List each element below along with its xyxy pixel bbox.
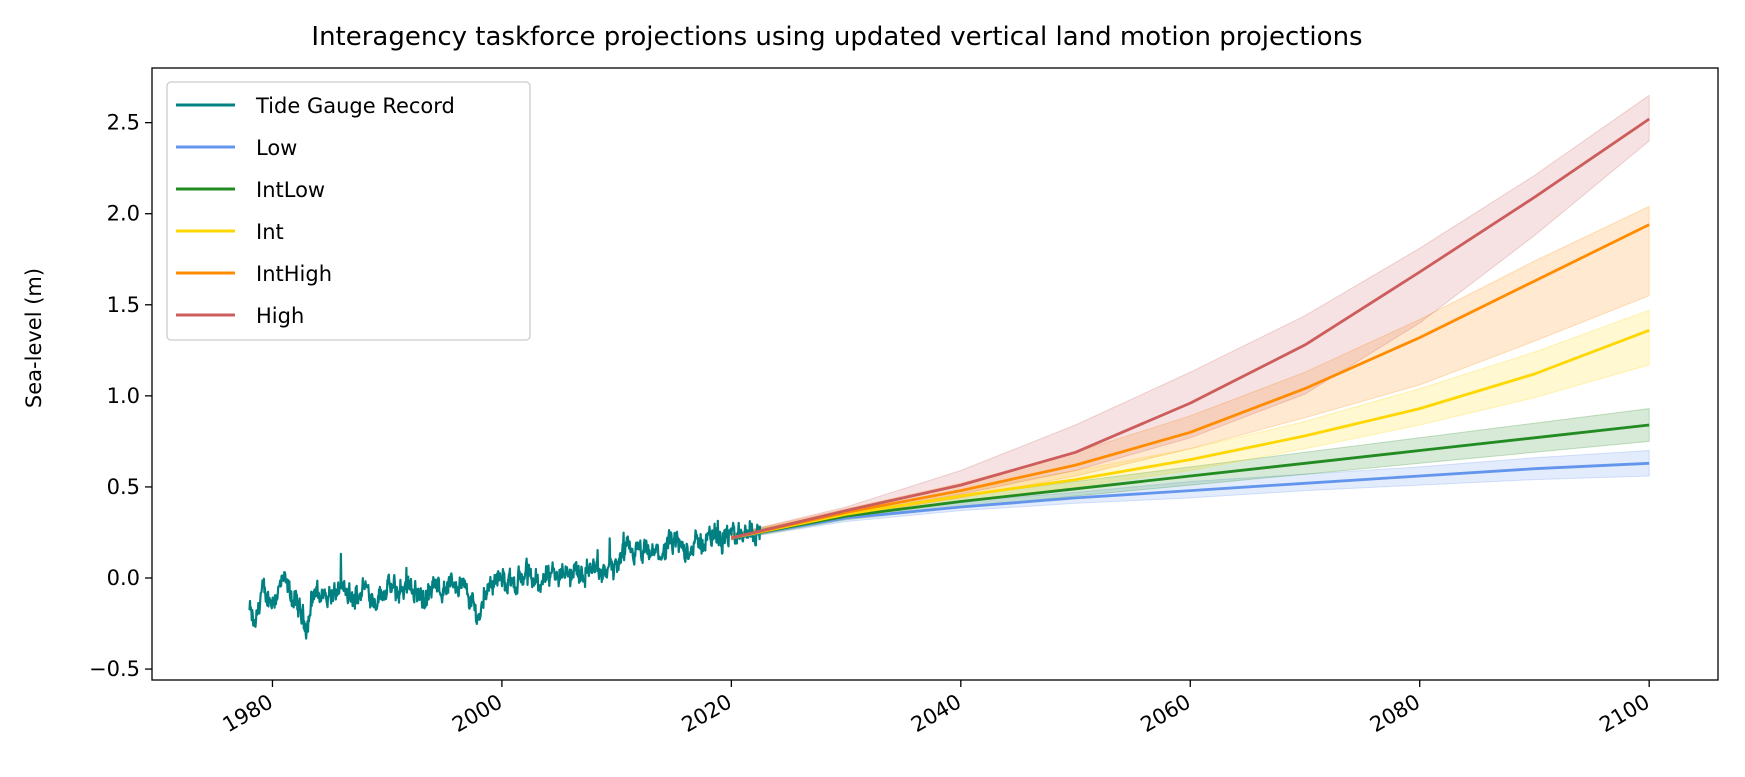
y-tick-label: 1.5 — [107, 293, 140, 317]
legend-label: High — [256, 304, 304, 328]
legend-label: Int — [256, 220, 284, 244]
y-tick-label: 2.0 — [107, 202, 140, 226]
legend-label: Low — [256, 136, 297, 160]
y-tick-label: 0.0 — [107, 566, 140, 590]
series-line-int — [731, 328, 1650, 540]
series-line-low — [731, 461, 1650, 540]
plot-frame — [151, 67, 1719, 681]
y-tick-label: 0.5 — [107, 475, 140, 499]
series-line-inthigh — [731, 223, 1650, 540]
legend: Tide Gauge Record Low IntLow Int IntHigh High — [166, 81, 531, 341]
series-line-high — [731, 117, 1650, 540]
band-low — [730, 449, 1650, 541]
y-tick-label: −0.5 — [89, 657, 140, 681]
legend-label: IntHigh — [256, 262, 332, 286]
y-axis-label: Sea-level (m) — [22, 268, 46, 408]
legend-label: IntLow — [256, 178, 325, 202]
legend-label: Tide Gauge Record — [255, 94, 455, 118]
data-lines — [248, 117, 1650, 640]
chart-title: Interagency taskforce projections using … — [311, 22, 1362, 52]
y-axis-ticks: −0.5 0.0 0.5 1.0 1.5 2.0 2.5 — [89, 111, 152, 681]
y-tick-label: 1.0 — [107, 384, 140, 408]
band-high — [730, 94, 1650, 541]
tide-gauge-line — [248, 519, 762, 640]
legend-box — [166, 81, 531, 341]
y-tick-label: 2.5 — [107, 111, 140, 135]
series-line-intlow — [731, 423, 1650, 540]
